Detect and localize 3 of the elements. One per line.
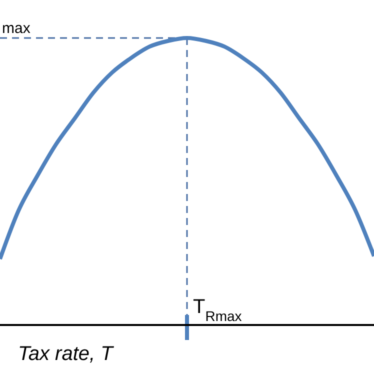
x-axis-title: Tax rate, T: [18, 343, 115, 365]
annotation: T$_{Rmax}$: [193, 296, 242, 324]
ref-line-label: max: [2, 20, 31, 37]
